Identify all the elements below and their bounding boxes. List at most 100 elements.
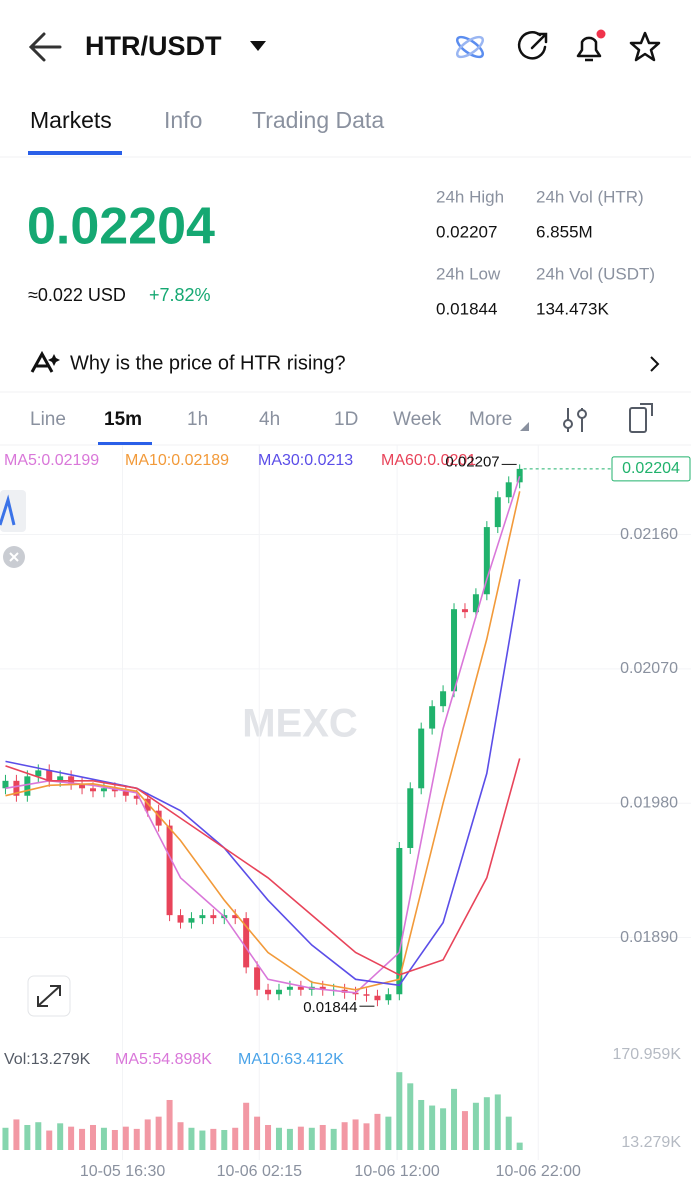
legend-entry: MA10:0.02189 xyxy=(125,452,229,469)
stat-label: 24h Vol (HTR) xyxy=(536,187,644,206)
current-price-label: 0.02204 xyxy=(622,460,680,477)
volume-bar xyxy=(286,1128,293,1150)
volume-bar xyxy=(505,1116,512,1150)
candle-body xyxy=(232,915,239,919)
candle-body xyxy=(133,795,140,799)
stat-value: 0.01844 xyxy=(436,299,497,318)
timeframe[interactable]: 1h xyxy=(187,409,208,430)
volume-bar xyxy=(210,1128,217,1150)
candle-body xyxy=(210,915,217,919)
candle-body xyxy=(254,967,261,990)
volume-bar xyxy=(243,1102,250,1150)
volume-bar xyxy=(221,1129,228,1150)
volume-bar xyxy=(57,1123,64,1150)
share-icon[interactable] xyxy=(517,31,548,60)
indicator-settings-icon[interactable] xyxy=(563,408,587,432)
candle-body xyxy=(418,728,425,789)
volume-bar xyxy=(144,1119,151,1150)
candle-body xyxy=(2,780,9,789)
volume-bar xyxy=(13,1119,20,1150)
legend-entry: MA30:0.0213 xyxy=(258,452,353,469)
volume-bar xyxy=(254,1116,261,1150)
current-price-box xyxy=(611,456,691,482)
volume-bar xyxy=(177,1122,184,1150)
timeframe[interactable]: 15m xyxy=(104,409,142,430)
volume-bar xyxy=(374,1113,381,1150)
y-tick-label: 0.01890 xyxy=(620,929,678,946)
expand-button[interactable] xyxy=(27,975,71,1017)
volume-bar xyxy=(111,1129,118,1150)
back-button[interactable] xyxy=(28,32,62,62)
candle-body xyxy=(243,918,250,968)
tab[interactable]: Info xyxy=(164,107,202,133)
candles xyxy=(2,464,523,1007)
candle-body xyxy=(35,770,42,777)
candle-body xyxy=(166,825,173,916)
candle-body xyxy=(396,847,403,995)
volume-bar xyxy=(385,1116,392,1150)
volume-bar xyxy=(232,1127,239,1150)
timeframe[interactable]: Week xyxy=(393,409,442,430)
candle-body xyxy=(385,994,392,1001)
timeframe[interactable]: More xyxy=(469,409,512,430)
candle-body xyxy=(407,788,414,848)
volume-bar xyxy=(199,1130,206,1150)
legend-entry: MA5:0.02199 xyxy=(4,452,99,469)
ma-line xyxy=(5,579,521,987)
candle-body xyxy=(286,986,293,990)
usd-price: ≈0.022 USD xyxy=(28,285,126,305)
candle-body xyxy=(472,594,479,613)
volume-bar xyxy=(188,1127,195,1150)
candle-body xyxy=(46,770,53,781)
stat-value: 0.02207 xyxy=(436,222,497,241)
favorite-icon[interactable] xyxy=(629,31,661,62)
more-caret xyxy=(520,422,529,431)
volume-bar xyxy=(89,1124,96,1150)
volume-bar xyxy=(396,1072,403,1150)
rotate-screen-icon[interactable] xyxy=(629,403,653,433)
pair-dropdown[interactable] xyxy=(250,41,266,51)
candle-body xyxy=(374,995,381,1001)
volume-tick-label: 170.959K xyxy=(612,1046,681,1063)
x-tick-label: 10-06 12:00 xyxy=(354,1163,440,1180)
candle-body xyxy=(494,497,501,528)
volume-bar xyxy=(472,1102,479,1150)
alert-icon[interactable] xyxy=(576,29,606,62)
volume-bar xyxy=(330,1128,337,1150)
y-tick-label: 0.02070 xyxy=(620,660,678,677)
legend-entry: MA60:0.0201 xyxy=(381,452,476,469)
volume-bar xyxy=(363,1123,370,1150)
candle-body xyxy=(57,776,64,781)
last-price: 0.02204 xyxy=(27,198,215,256)
timeframe[interactable]: Line xyxy=(30,409,66,430)
ai-icon[interactable] xyxy=(454,33,485,60)
candle-body xyxy=(319,986,326,990)
stat-value: 6.855M xyxy=(536,222,593,241)
price-change: +7.82% xyxy=(149,285,211,305)
candle-body xyxy=(13,780,20,796)
volume-bar xyxy=(516,1142,523,1150)
candle-body xyxy=(429,706,436,729)
volume-bar xyxy=(308,1127,315,1150)
candle-body xyxy=(440,691,447,707)
timeframe[interactable]: 4h xyxy=(259,409,280,430)
tab[interactable]: Markets xyxy=(30,107,112,133)
candle-body xyxy=(363,994,370,996)
ma-line xyxy=(5,476,521,994)
volume-bar xyxy=(275,1127,282,1150)
volume-bar xyxy=(494,1094,501,1150)
candle-body xyxy=(275,989,282,995)
translate-badge[interactable] xyxy=(0,490,26,568)
banner-text[interactable]: Why is the price of HTR rising? xyxy=(70,352,346,374)
tab[interactable]: Trading Data xyxy=(252,107,384,133)
candle-body xyxy=(297,986,304,990)
volume-bar xyxy=(451,1088,458,1150)
volume-legend: Vol:13.279K xyxy=(4,1051,91,1068)
volume-bar xyxy=(155,1116,162,1150)
volume-bar xyxy=(461,1111,468,1150)
timeframe[interactable]: 1D xyxy=(334,409,358,430)
volume-bar xyxy=(418,1099,425,1150)
x-tick-label: 10-05 16:30 xyxy=(80,1163,166,1180)
banner-chevron[interactable] xyxy=(650,356,660,372)
